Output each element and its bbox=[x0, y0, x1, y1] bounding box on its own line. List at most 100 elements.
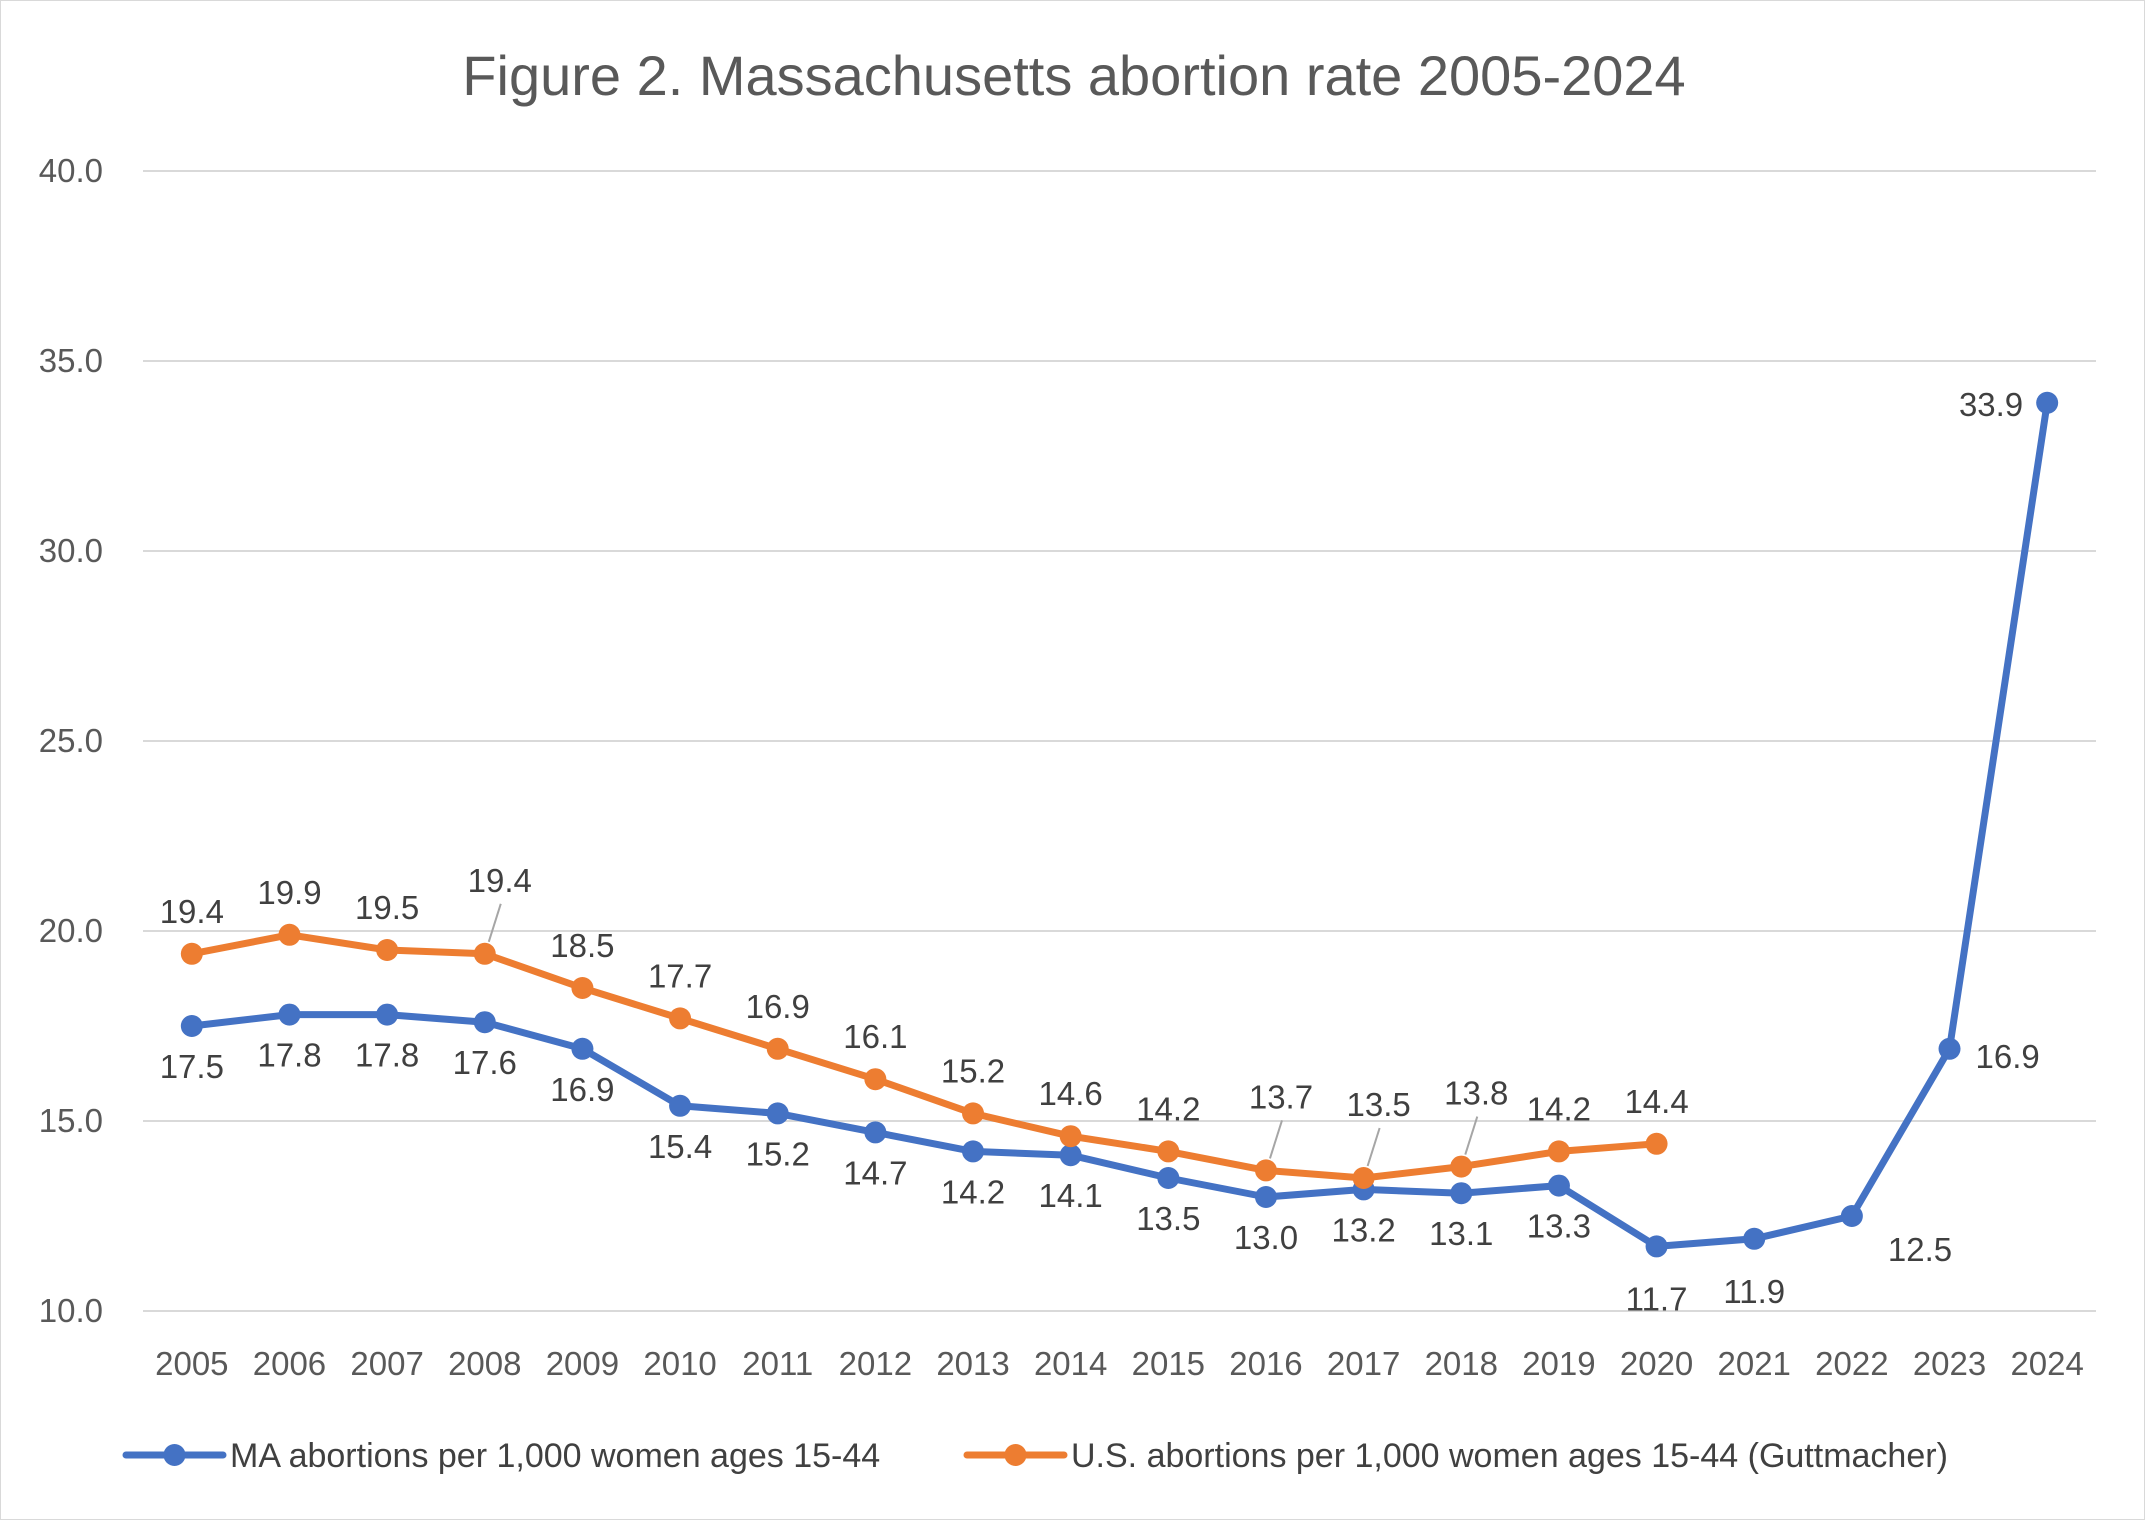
data-label: 13.7 bbox=[1249, 1078, 1313, 1115]
y-tick-label: 30.0 bbox=[39, 532, 103, 569]
leader-line bbox=[1269, 1120, 1283, 1159]
y-tick-label: 35.0 bbox=[39, 342, 103, 379]
data-point bbox=[473, 1011, 496, 1034]
data-label: 18.5 bbox=[550, 927, 614, 964]
chart-title: Figure 2. Massachusetts abortion rate 20… bbox=[462, 44, 1685, 107]
data-point bbox=[1840, 1205, 1863, 1227]
data-label: 14.7 bbox=[843, 1154, 907, 1191]
x-tick-label: 2011 bbox=[742, 1345, 813, 1382]
legend-entry: MA abortions per 1,000 women ages 15-44 bbox=[230, 1437, 880, 1475]
data-point bbox=[2036, 391, 2059, 414]
legend-swatch-marker bbox=[1004, 1444, 1027, 1466]
x-tick-label: 2012 bbox=[839, 1345, 912, 1382]
data-point bbox=[669, 1094, 692, 1117]
data-label: 19.4 bbox=[160, 893, 224, 930]
data-label: 17.7 bbox=[648, 957, 712, 994]
data-label: 14.2 bbox=[1527, 1090, 1591, 1127]
data-point bbox=[376, 1003, 399, 1026]
data-label: 19.9 bbox=[257, 874, 321, 911]
data-labels: 17.5 17.8 17.8 17.6 16.9 15.4 15.2 14.7 14.2 14.1… bbox=[160, 386, 2040, 1318]
y-tick-label: 10.0 bbox=[39, 1292, 103, 1329]
data-label: 15.2 bbox=[746, 1135, 810, 1172]
data-point bbox=[473, 942, 496, 965]
data-point bbox=[1743, 1227, 1766, 1250]
data-point bbox=[1352, 1167, 1375, 1189]
data-point bbox=[766, 1102, 789, 1125]
data-label: 17.8 bbox=[257, 1037, 321, 1074]
data-point bbox=[571, 977, 594, 999]
data-point bbox=[1059, 1144, 1082, 1167]
x-tick-label: 2014 bbox=[1034, 1345, 1107, 1382]
x-tick-label: 2015 bbox=[1132, 1345, 1205, 1382]
x-tick-label: 2017 bbox=[1327, 1345, 1400, 1382]
y-axis-ticks: 10.0 15.0 20.0 25.0 30.0 35.0 40.0 bbox=[39, 152, 103, 1329]
data-point bbox=[864, 1068, 887, 1091]
x-tick-label: 2013 bbox=[936, 1345, 1009, 1382]
y-tick-label: 20.0 bbox=[39, 912, 103, 949]
data-point bbox=[278, 923, 301, 946]
data-point bbox=[1645, 1235, 1668, 1258]
data-label: 13.3 bbox=[1527, 1208, 1591, 1245]
data-label: 16.9 bbox=[1976, 1038, 2040, 1075]
leader-lines bbox=[487, 903, 1479, 1167]
y-tick-label: 15.0 bbox=[39, 1102, 103, 1139]
data-label: 13.5 bbox=[1347, 1086, 1411, 1123]
x-axis-ticks: 2005 2006 2007 2008 2009 2010 2011 2012 2013 2014… bbox=[155, 1345, 2084, 1382]
series-line-0 bbox=[188, 399, 2051, 1250]
leader-line bbox=[487, 903, 502, 943]
data-label: 14.4 bbox=[1624, 1083, 1688, 1120]
x-tick-label: 2020 bbox=[1620, 1345, 1693, 1382]
data-label: 33.9 bbox=[1959, 386, 2023, 423]
data-label: 17.6 bbox=[453, 1044, 517, 1081]
data-point bbox=[571, 1037, 594, 1060]
data-point bbox=[766, 1037, 789, 1060]
data-label: 17.8 bbox=[355, 1037, 419, 1074]
data-label: 11.7 bbox=[1626, 1280, 1688, 1317]
data-point bbox=[1450, 1155, 1473, 1178]
x-tick-label: 2018 bbox=[1425, 1345, 1498, 1382]
y-tick-label: 40.0 bbox=[39, 152, 103, 189]
data-point bbox=[962, 1102, 985, 1125]
data-label: 19.4 bbox=[468, 862, 532, 899]
y-tick-label: 25.0 bbox=[39, 722, 103, 759]
x-tick-label: 2007 bbox=[350, 1345, 423, 1382]
legend-entry: U.S. abortions per 1,000 women ages 15-4… bbox=[1071, 1437, 1948, 1475]
data-point bbox=[962, 1140, 985, 1163]
data-label: 11.9 bbox=[1723, 1273, 1785, 1310]
x-tick-label: 2016 bbox=[1229, 1345, 1302, 1382]
data-label: 14.6 bbox=[1039, 1075, 1103, 1112]
data-label: 15.2 bbox=[941, 1052, 1005, 1089]
data-label: 15.4 bbox=[648, 1128, 712, 1165]
data-point bbox=[1254, 1159, 1277, 1182]
series-line-1 bbox=[188, 931, 1661, 1182]
leader-line bbox=[1366, 1127, 1381, 1167]
leader-line bbox=[1464, 1116, 1479, 1155]
data-point bbox=[1157, 1167, 1180, 1189]
gridlines bbox=[143, 170, 2096, 1312]
data-point bbox=[376, 939, 399, 961]
data-point bbox=[1547, 1140, 1570, 1163]
data-point bbox=[1938, 1037, 1961, 1060]
series-layer bbox=[180, 391, 2059, 1258]
data-label: 12.5 bbox=[1888, 1231, 1952, 1268]
data-point bbox=[1450, 1182, 1473, 1205]
legend: MA abortions per 1,000 women ages 15-44 U… bbox=[122, 1437, 1948, 1475]
data-point bbox=[1645, 1132, 1668, 1155]
data-label: 13.1 bbox=[1429, 1215, 1493, 1252]
data-label: 16.9 bbox=[550, 1071, 614, 1108]
data-point bbox=[1547, 1174, 1570, 1197]
data-point bbox=[1254, 1186, 1277, 1208]
data-label: 13.0 bbox=[1234, 1219, 1298, 1256]
x-tick-label: 2022 bbox=[1815, 1345, 1888, 1382]
data-label: 13.8 bbox=[1444, 1075, 1508, 1112]
data-point bbox=[864, 1121, 887, 1144]
x-tick-label: 2008 bbox=[448, 1345, 521, 1382]
data-label: 13.5 bbox=[1136, 1200, 1200, 1237]
data-point bbox=[1157, 1140, 1180, 1163]
x-tick-label: 2019 bbox=[1522, 1345, 1595, 1382]
data-label: 13.2 bbox=[1332, 1211, 1396, 1248]
x-tick-label: 2009 bbox=[546, 1345, 619, 1382]
data-point bbox=[180, 942, 203, 965]
data-point bbox=[180, 1015, 203, 1037]
data-label: 17.5 bbox=[160, 1048, 224, 1085]
